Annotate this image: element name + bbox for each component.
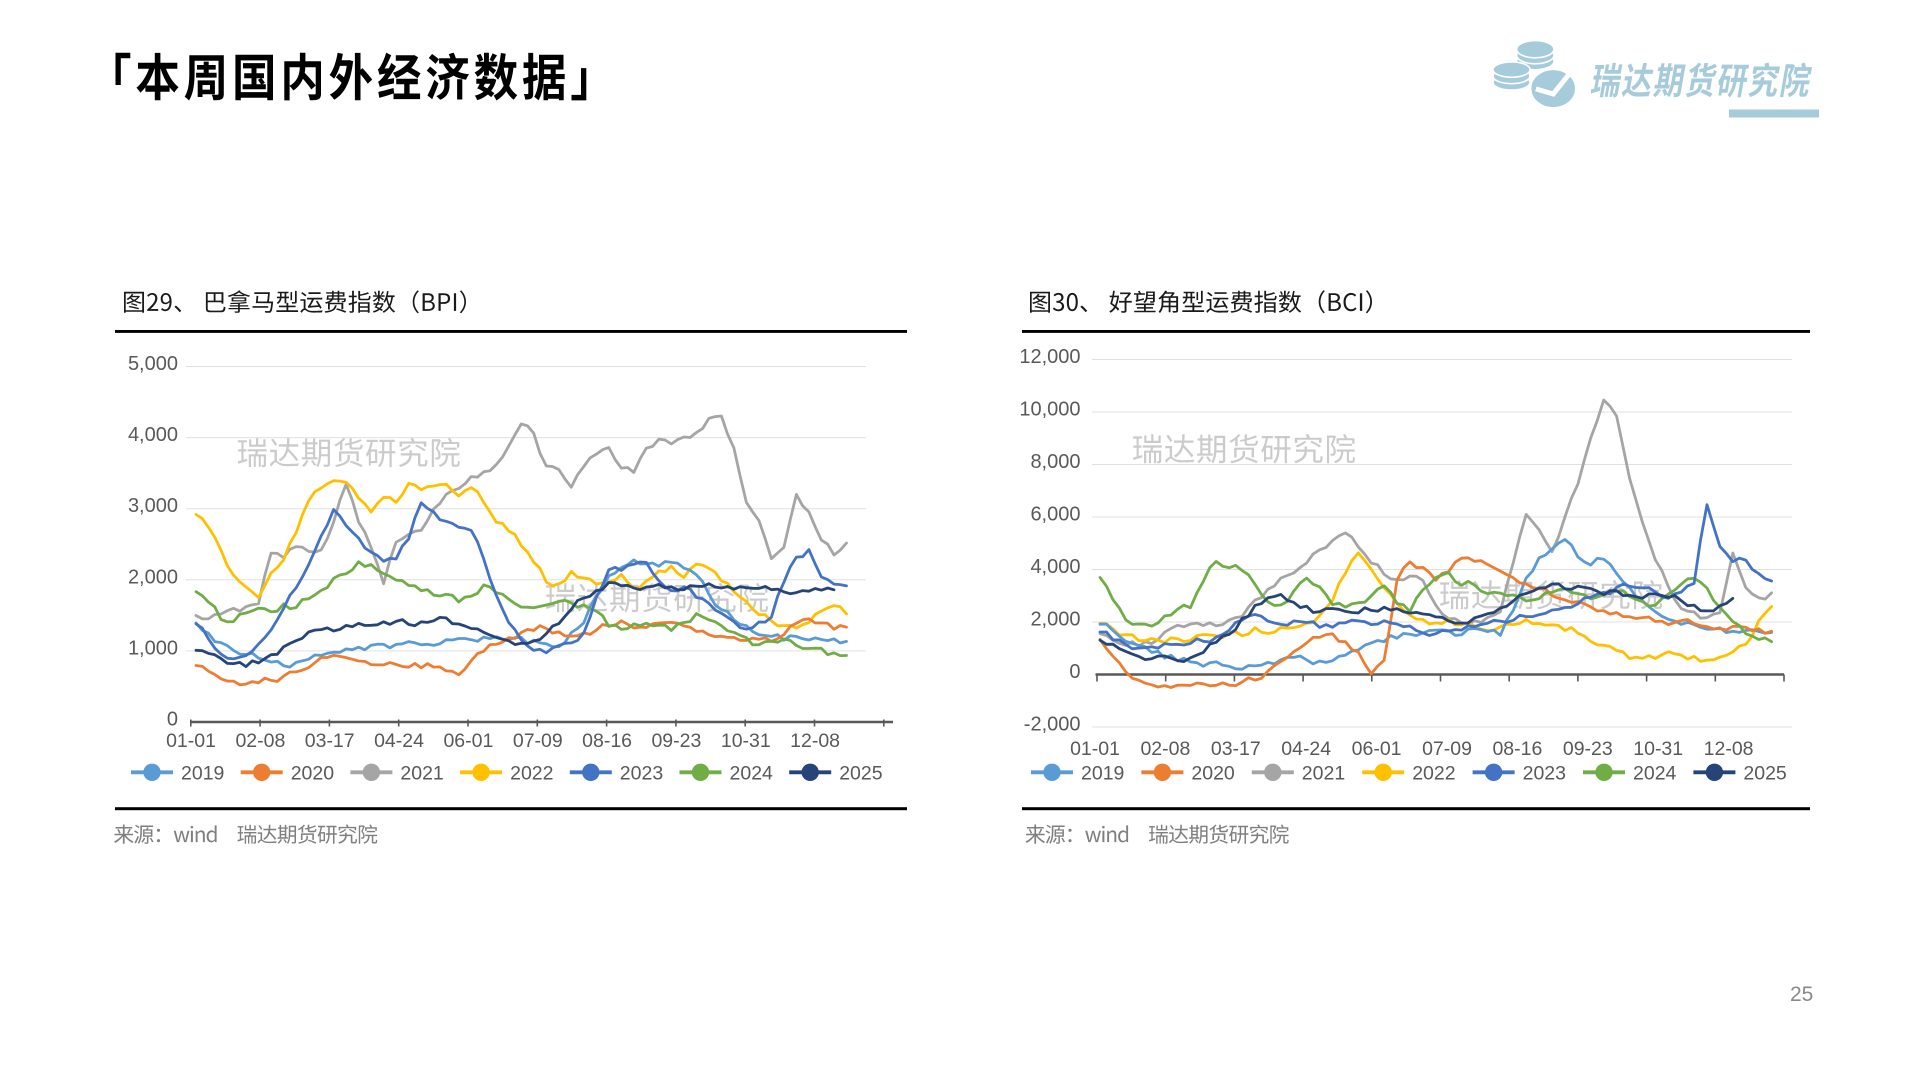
svg-text:1,000: 1,000 [128,637,178,659]
svg-text:2022: 2022 [1412,762,1455,784]
svg-text:08-16: 08-16 [1492,738,1542,760]
svg-text:0: 0 [167,709,178,731]
svg-text:08-16: 08-16 [582,730,632,752]
svg-text:12-08: 12-08 [790,730,840,752]
svg-text:2019: 2019 [1081,762,1124,784]
svg-text:3,000: 3,000 [128,495,178,517]
svg-text:2022: 2022 [510,762,553,784]
svg-text:06-01: 06-01 [1352,738,1402,760]
svg-text:4,000: 4,000 [128,424,178,446]
svg-text:10-31: 10-31 [721,730,771,752]
svg-text:-2,000: -2,000 [1024,714,1081,736]
svg-text:2021: 2021 [400,762,443,784]
svg-text:09-23: 09-23 [651,730,701,752]
svg-text:2,000: 2,000 [128,566,178,588]
svg-text:09-23: 09-23 [1563,738,1613,760]
svg-text:2020: 2020 [291,762,335,784]
svg-text:10-31: 10-31 [1633,738,1683,760]
svg-text:4,000: 4,000 [1030,556,1080,578]
svg-text:5,000: 5,000 [128,353,178,375]
svg-text:12,000: 12,000 [1019,346,1080,368]
svg-text:10,000: 10,000 [1019,399,1080,421]
svg-text:03-17: 03-17 [305,730,355,752]
svg-text:03-17: 03-17 [1211,738,1261,760]
svg-text:8,000: 8,000 [1030,451,1080,473]
svg-text:25: 25 [1790,983,1813,1006]
svg-text:12-08: 12-08 [1704,738,1754,760]
svg-text:2023: 2023 [620,762,663,784]
svg-text:2021: 2021 [1302,762,1345,784]
svg-text:07-09: 07-09 [1422,738,1472,760]
svg-text:2025: 2025 [1743,762,1787,784]
svg-text:2023: 2023 [1523,762,1566,784]
svg-text:06-01: 06-01 [443,730,493,752]
svg-text:2020: 2020 [1191,762,1235,784]
svg-text:04-24: 04-24 [374,730,424,752]
svg-text:07-09: 07-09 [513,730,563,752]
svg-text:2025: 2025 [839,762,883,784]
svg-text:01-01: 01-01 [166,730,216,752]
svg-text:02-08: 02-08 [1140,738,1190,760]
svg-text:0: 0 [1069,661,1080,683]
svg-text:04-24: 04-24 [1281,738,1331,760]
svg-text:2024: 2024 [1633,762,1677,784]
svg-text:2024: 2024 [730,762,774,784]
svg-text:6,000: 6,000 [1030,504,1080,526]
svg-text:01-01: 01-01 [1070,738,1120,760]
svg-text:2,000: 2,000 [1030,609,1080,631]
svg-text:02-08: 02-08 [235,730,285,752]
svg-text:2019: 2019 [181,762,224,784]
